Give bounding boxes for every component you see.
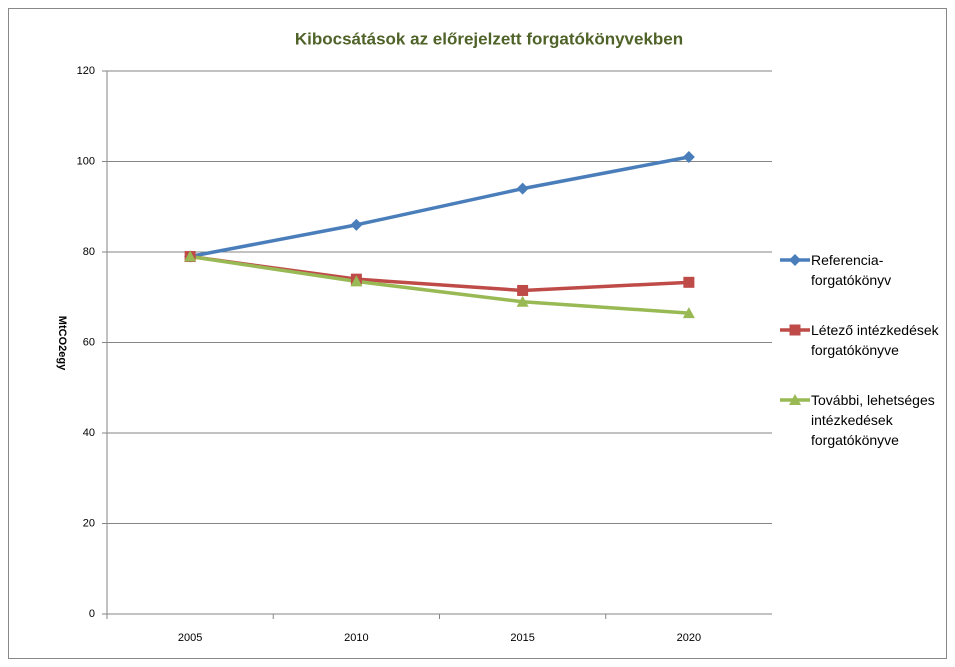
legend-label: További, lehetséges intézkedések forgató…	[811, 392, 935, 448]
marker	[517, 284, 529, 296]
x-tick-label: 2010	[344, 632, 368, 644]
y-tick-label: 80	[83, 246, 95, 258]
y-tick-label: 60	[83, 336, 95, 348]
marker	[350, 218, 363, 231]
marker	[682, 150, 695, 163]
legend-label: Referencia-forgatókönyv	[811, 252, 892, 288]
legend-label: Létező intézkedések forgatókönyve	[811, 322, 939, 358]
y-axis-label: MtCO2egy	[56, 316, 68, 371]
y-tick-label: 120	[77, 65, 95, 77]
marker	[683, 276, 695, 288]
chart-title: Kibocsátások az előrejelzett forgatóköny…	[295, 29, 683, 48]
x-tick-label: 2015	[510, 632, 534, 644]
marker	[516, 295, 529, 307]
marker	[789, 324, 801, 336]
x-tick-label: 2020	[677, 632, 701, 644]
series-line	[189, 155, 690, 259]
marker	[516, 182, 529, 195]
marker	[184, 250, 197, 262]
y-tick-label: 40	[83, 427, 95, 439]
marker	[682, 307, 695, 319]
y-tick-label: 0	[89, 608, 95, 620]
marker	[350, 275, 363, 287]
marker	[789, 394, 801, 405]
x-tick-label: 2005	[178, 632, 202, 644]
y-tick-label: 100	[77, 155, 95, 167]
chart-border	[8, 8, 947, 659]
series-line	[189, 254, 689, 315]
marker	[789, 254, 801, 266]
y-tick-label: 20	[83, 517, 95, 529]
